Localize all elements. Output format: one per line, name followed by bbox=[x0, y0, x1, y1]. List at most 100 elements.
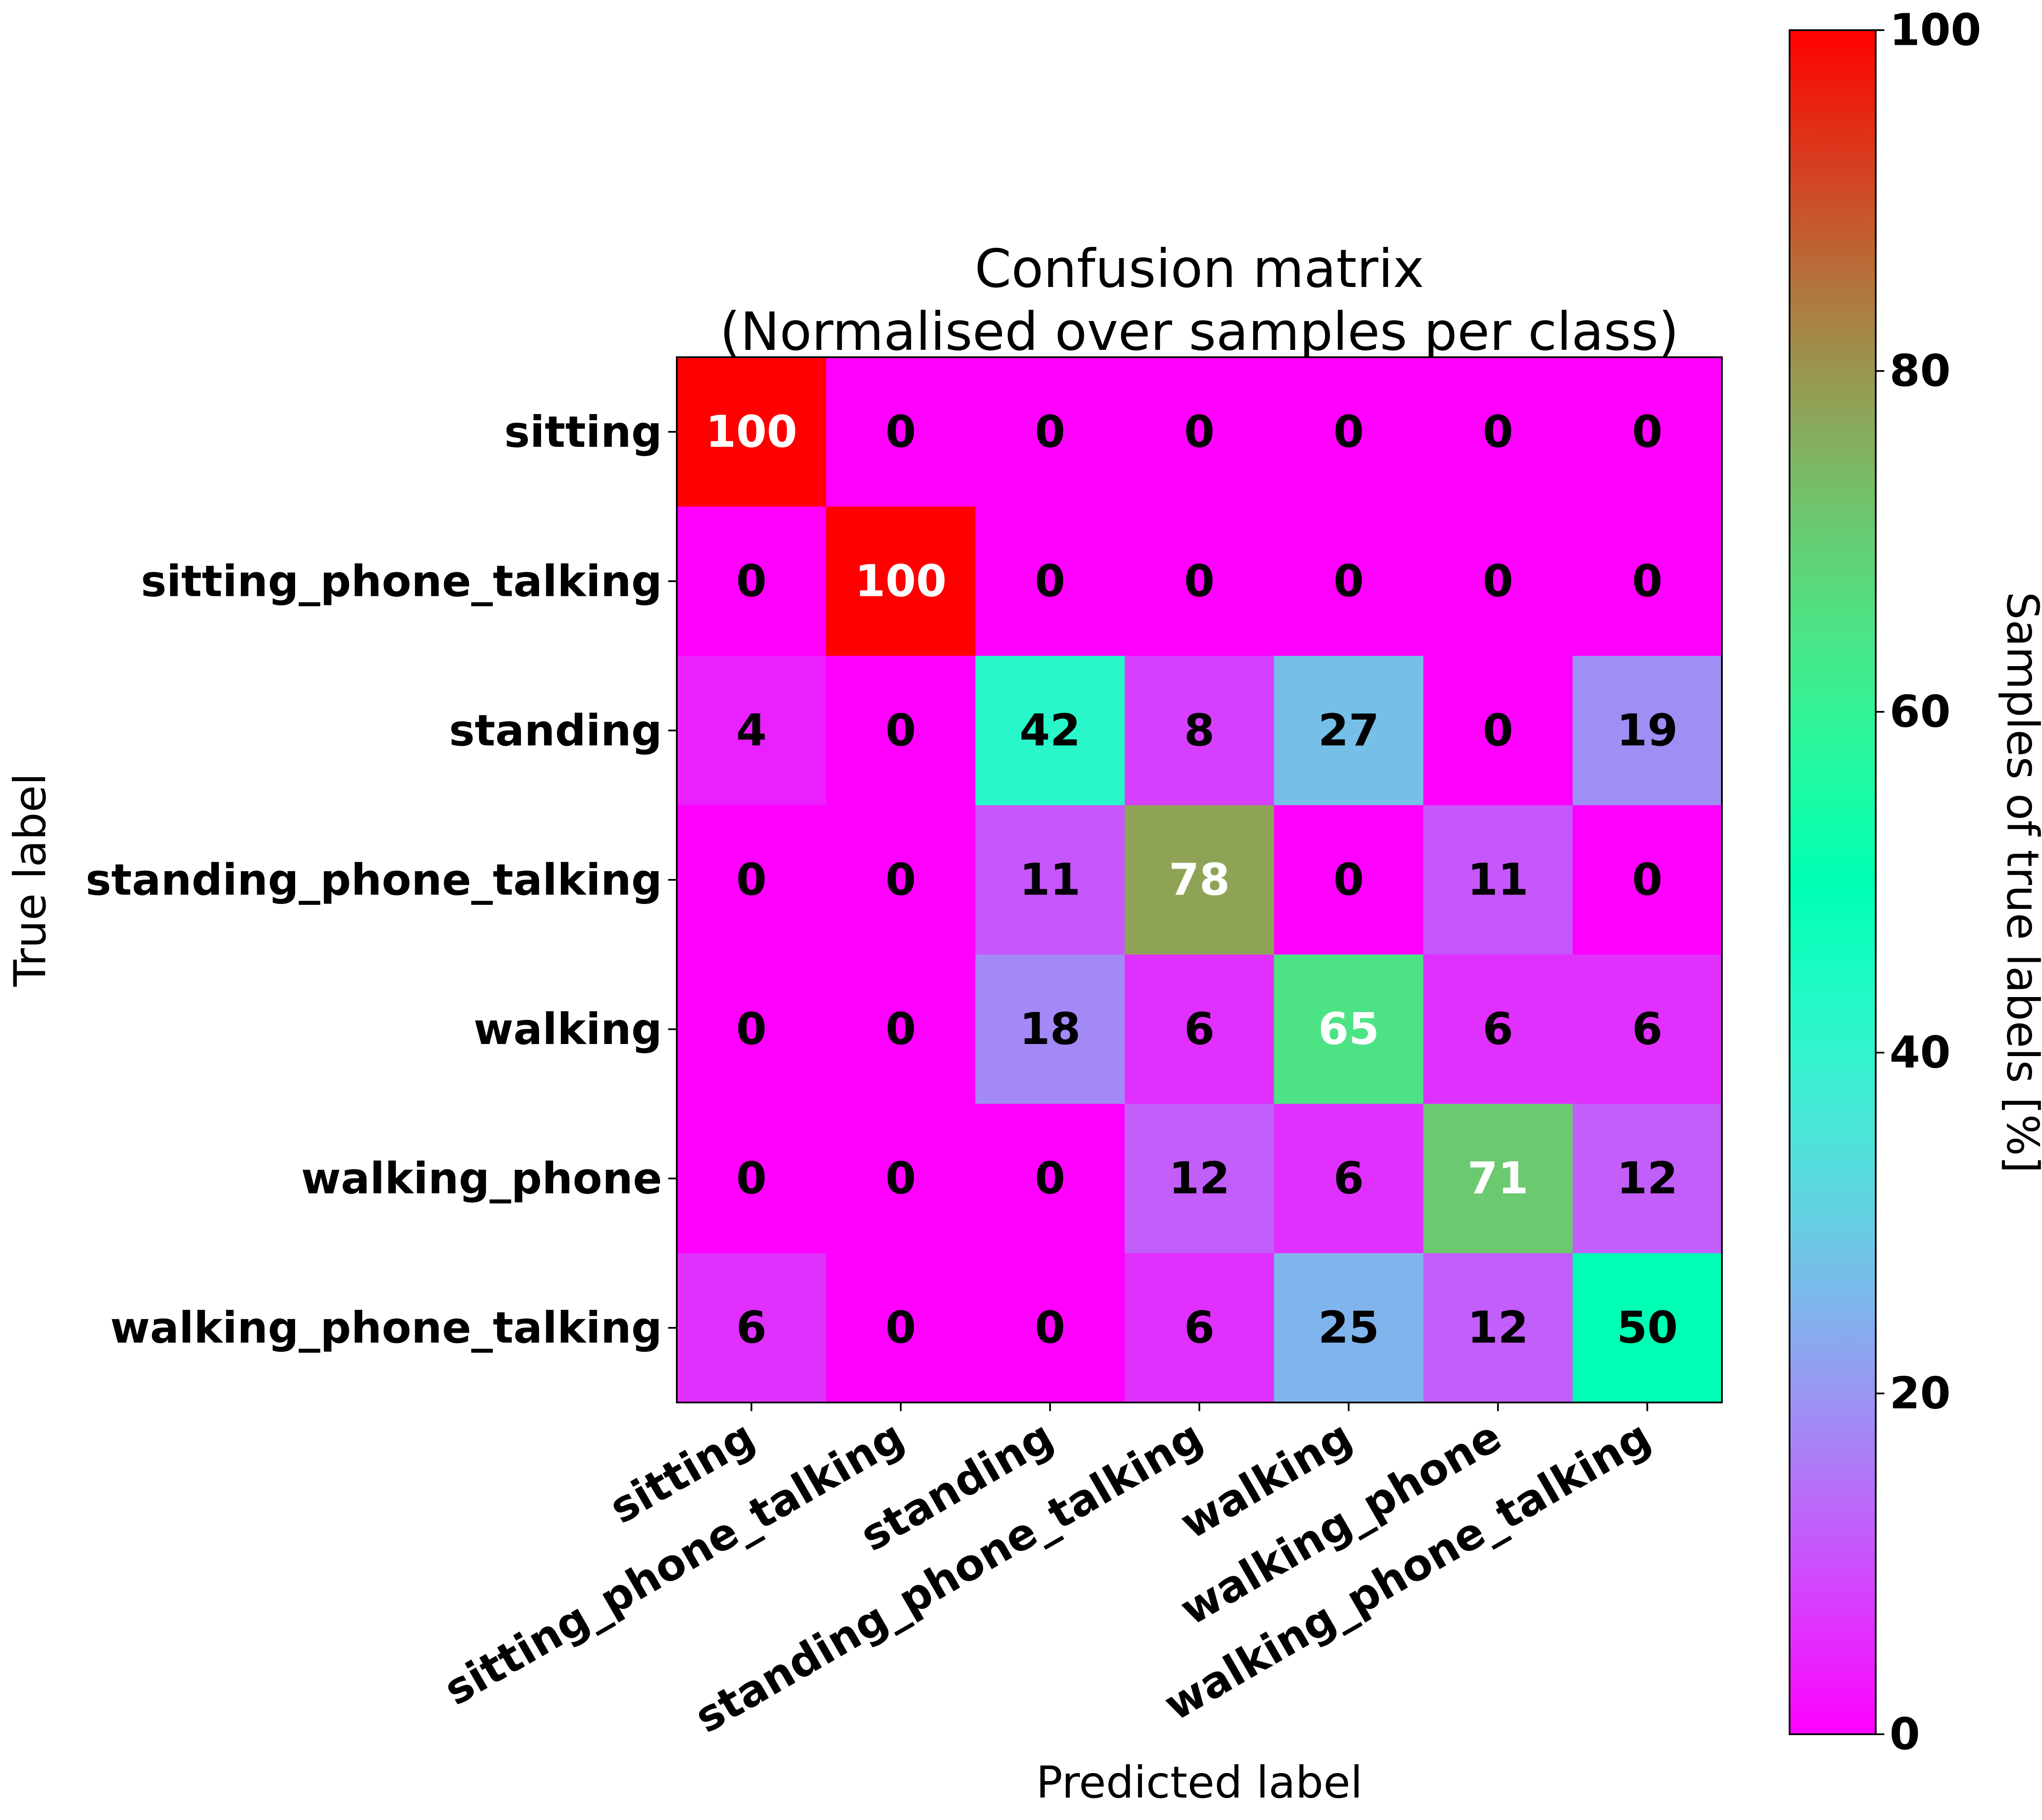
heatmap-cells bbox=[677, 357, 1722, 1403]
heatmap-cell bbox=[1274, 805, 1424, 955]
heatmap-cell bbox=[826, 506, 976, 656]
cell-value-label: 18 bbox=[1019, 1003, 1080, 1055]
colorbar-ticks: 0 20 40 60 80 100 bbox=[1876, 5, 1981, 1760]
y-tick-label: walking_phone bbox=[301, 1153, 662, 1204]
colorbar-tick-label: 20 bbox=[1889, 1368, 1951, 1419]
heatmap-cell bbox=[1124, 1253, 1274, 1403]
heatmap-cell bbox=[1423, 1103, 1573, 1253]
cell-value-label: 0 bbox=[1333, 555, 1364, 607]
cell-value-label: 0 bbox=[736, 1153, 767, 1204]
cell-value-label: 0 bbox=[1035, 555, 1065, 607]
heatmap-cell bbox=[1124, 954, 1274, 1104]
heatmap-cell bbox=[1274, 506, 1424, 656]
heatmap-cell bbox=[1423, 656, 1573, 806]
heatmap-cell bbox=[826, 656, 976, 806]
cell-value-label: 8 bbox=[1184, 705, 1215, 756]
cell-value-label: 71 bbox=[1467, 1153, 1528, 1204]
heatmap-cell bbox=[677, 357, 827, 507]
heatmap-cell bbox=[826, 805, 976, 955]
cell-value-label: 6 bbox=[1184, 1302, 1215, 1353]
cell-value-label: 6 bbox=[736, 1302, 767, 1353]
heatmap-cell bbox=[826, 1253, 976, 1403]
colorbar-tick-label: 40 bbox=[1889, 1027, 1951, 1078]
heatmap-cell bbox=[826, 954, 976, 1104]
cell-value-label: 0 bbox=[1333, 406, 1364, 458]
y-tick-labels: sitting sitting_phone_talking standing stan… bbox=[86, 407, 677, 1353]
heatmap-cell bbox=[1423, 805, 1573, 955]
cell-value-label: 27 bbox=[1318, 705, 1379, 756]
colorbar-tick-label: 60 bbox=[1889, 686, 1951, 738]
cell-value-label: 0 bbox=[1035, 1153, 1065, 1204]
heatmap-cell bbox=[677, 805, 827, 955]
heatmap-cell bbox=[1274, 1103, 1424, 1253]
y-tick-label: sitting_phone_talking bbox=[141, 556, 662, 606]
heatmap-cell bbox=[1124, 805, 1274, 955]
cell-value-label: 0 bbox=[1632, 555, 1662, 607]
heatmap-cell bbox=[1274, 954, 1424, 1104]
heatmap-cell bbox=[975, 506, 1125, 656]
cell-value-label: 12 bbox=[1617, 1153, 1678, 1204]
cell-value-label: 0 bbox=[1333, 854, 1364, 906]
heatmap-cell bbox=[1423, 1253, 1573, 1403]
chart-title: Confusion matrix bbox=[974, 238, 1424, 299]
heatmap-cell bbox=[975, 1253, 1125, 1403]
heatmap-cell bbox=[826, 357, 976, 507]
heatmap-cell bbox=[677, 1253, 827, 1403]
heatmap-cell bbox=[1572, 656, 1722, 806]
heatmap-cell bbox=[1423, 506, 1573, 656]
heatmap-cell bbox=[1274, 357, 1424, 507]
heatmap-cell bbox=[1572, 506, 1722, 656]
y-tick-label: standing_phone_talking bbox=[86, 855, 662, 905]
cell-value-label: 100 bbox=[855, 555, 946, 607]
heatmap-cell bbox=[1572, 1253, 1722, 1403]
cell-value-label: 0 bbox=[1184, 555, 1215, 607]
heatmap-cell bbox=[975, 954, 1125, 1104]
cell-value-label: 25 bbox=[1318, 1302, 1379, 1353]
colorbar-tick-label: 100 bbox=[1889, 5, 1981, 56]
cell-value-label: 0 bbox=[1184, 406, 1215, 458]
colorbar-label: Samples of true labels [%] bbox=[1997, 592, 2042, 1173]
heatmap-cell bbox=[975, 1103, 1125, 1253]
cell-value-label: 0 bbox=[1483, 705, 1513, 756]
colorbar-tick-label: 80 bbox=[1889, 346, 1951, 397]
cell-value-label: 0 bbox=[736, 854, 767, 906]
y-axis-label: True label bbox=[5, 773, 56, 987]
heatmap-cell bbox=[1124, 506, 1274, 656]
heatmap-cell bbox=[1572, 357, 1722, 507]
cell-value-label: 42 bbox=[1019, 705, 1080, 756]
heatmap-cell bbox=[826, 1103, 976, 1253]
cell-value-label: 6 bbox=[1184, 1003, 1215, 1055]
y-tick-label: sitting bbox=[504, 407, 662, 457]
cell-value-label: 0 bbox=[1483, 555, 1513, 607]
heatmap-cell bbox=[975, 805, 1125, 955]
cell-value-label: 6 bbox=[1483, 1003, 1513, 1055]
cell-value-label: 0 bbox=[736, 1003, 767, 1055]
heatmap-cell bbox=[1124, 656, 1274, 806]
cell-value-label: 50 bbox=[1617, 1302, 1678, 1353]
heatmap-cell bbox=[1572, 954, 1722, 1104]
heatmap-cell bbox=[1572, 805, 1722, 955]
cell-value-label: 0 bbox=[1035, 406, 1065, 458]
heatmap-cell bbox=[1423, 357, 1573, 507]
y-tick-label: walking_phone_talking bbox=[110, 1303, 662, 1353]
colorbar-tick-label: 0 bbox=[1889, 1709, 1920, 1760]
y-tick-label: walking bbox=[473, 1004, 662, 1054]
chart-subtitle: (Normalised over samples per class) bbox=[720, 301, 1679, 362]
cell-value-label: 78 bbox=[1169, 854, 1230, 906]
heatmap-cell bbox=[1274, 656, 1424, 806]
x-tick-label: standing_phone_talking bbox=[687, 1411, 1211, 1742]
cell-value-label: 0 bbox=[1632, 406, 1662, 458]
cell-value-label: 0 bbox=[1632, 854, 1662, 906]
heatmap-cell bbox=[677, 656, 827, 806]
cell-value-label: 100 bbox=[706, 406, 797, 458]
cell-value-label: 0 bbox=[1483, 406, 1513, 458]
heatmap-cell bbox=[677, 1103, 827, 1253]
cell-value-label: 19 bbox=[1617, 705, 1678, 756]
heatmap-cell bbox=[1124, 1103, 1274, 1253]
y-tick-label: standing bbox=[449, 705, 662, 756]
cell-value-label: 0 bbox=[736, 555, 767, 607]
cell-value-label: 0 bbox=[885, 854, 916, 906]
cell-value-label: 12 bbox=[1169, 1153, 1230, 1204]
cell-value-label: 0 bbox=[885, 1003, 916, 1055]
